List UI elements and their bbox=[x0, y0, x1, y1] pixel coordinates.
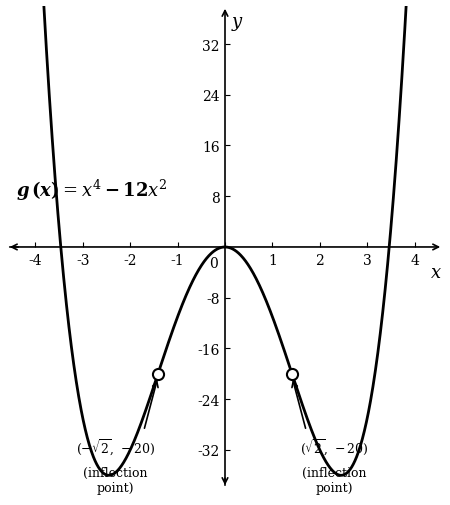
Text: x: x bbox=[431, 263, 441, 281]
Text: 0: 0 bbox=[209, 257, 218, 271]
Text: (inflection
point): (inflection point) bbox=[302, 466, 367, 494]
Text: $(-\sqrt{2},\,-20)$: $(-\sqrt{2},\,-20)$ bbox=[76, 437, 155, 458]
Text: $\boldsymbol{g}\,\boldsymbol{(x)} = \boldsymbol{x^4 - 12x^2}$: $\boldsymbol{g}\,\boldsymbol{(x)} = \bol… bbox=[17, 178, 168, 203]
Text: $(\sqrt{2},\,-20)$: $(\sqrt{2},\,-20)$ bbox=[300, 437, 369, 458]
Text: (inflection
point): (inflection point) bbox=[83, 466, 148, 494]
Text: y: y bbox=[232, 13, 242, 31]
